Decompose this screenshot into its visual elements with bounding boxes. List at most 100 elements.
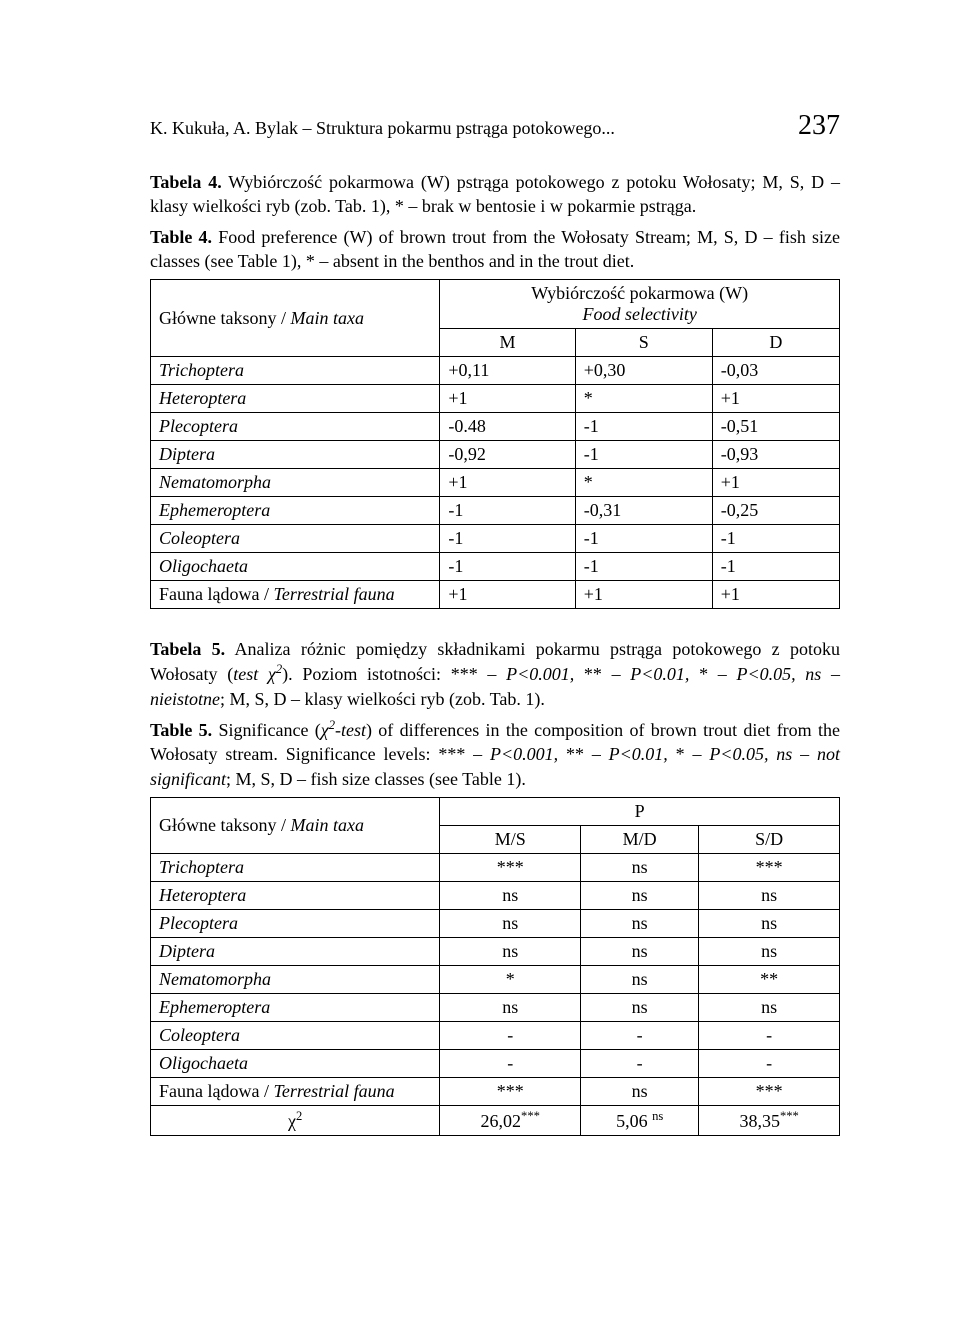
value-cell: -0.48: [440, 413, 575, 441]
table-row: Coleoptera-1-1-1: [151, 525, 840, 553]
value-cell: ns: [581, 993, 699, 1021]
value-cell: +1: [440, 469, 575, 497]
taxon-cell: Coleoptera: [151, 525, 440, 553]
table-row: Nematomorpha+1*+1: [151, 469, 840, 497]
table-row: Heteropteransnsns: [151, 881, 840, 909]
value-cell: ***: [699, 1077, 840, 1105]
running-header: K. Kukuła, A. Bylak – Struktura pokarmu …: [150, 110, 840, 142]
value-cell: -: [581, 1021, 699, 1049]
value-cell: -0,92: [440, 441, 575, 469]
table-row: Oligochaeta---: [151, 1049, 840, 1077]
value-cell: -: [699, 1049, 840, 1077]
value-cell: **: [699, 965, 840, 993]
taxon-cell: Diptera: [151, 441, 440, 469]
table5-chi-row: χ2 26,02*** 5,06 ns 38,35***: [151, 1105, 840, 1135]
value-cell: ns: [440, 937, 581, 965]
value-cell: ns: [581, 965, 699, 993]
table4-col-d: D: [712, 329, 839, 357]
taxon-cell: Heteroptera: [151, 881, 440, 909]
value-cell: -1: [440, 525, 575, 553]
value-cell: ns: [581, 881, 699, 909]
value-cell: -: [440, 1049, 581, 1077]
table4-col-s: S: [575, 329, 712, 357]
value-cell: +1: [712, 385, 839, 413]
table-row: Ephemeroptera-1-0,31-0,25: [151, 497, 840, 525]
table-row: Trichoptera***ns***: [151, 853, 840, 881]
table-row: Dipteransnsns: [151, 937, 840, 965]
value-cell: ns: [440, 909, 581, 937]
table-row: Plecopteransnsns: [151, 909, 840, 937]
table-row: Heteroptera+1*+1: [151, 385, 840, 413]
taxon-cell: Oligochaeta: [151, 1049, 440, 1077]
table-row: Coleoptera---: [151, 1021, 840, 1049]
value-cell: *: [575, 469, 712, 497]
table-row: Nematomorpha*ns**: [151, 965, 840, 993]
value-cell: -1: [575, 413, 712, 441]
value-cell: -: [581, 1049, 699, 1077]
table5-label-pl: Tabela 5.: [150, 639, 225, 659]
table-row: Plecoptera-0.48-1-0,51: [151, 413, 840, 441]
taxon-cell: Fauna lądowa / Terrestrial fauna: [151, 1077, 440, 1105]
table5-col-ms: M/S: [440, 825, 581, 853]
value-cell: -1: [575, 525, 712, 553]
taxon-cell: Trichoptera: [151, 853, 440, 881]
table5-rowhead: Główne taksony / Main taxa: [151, 797, 440, 853]
value-cell: ns: [581, 909, 699, 937]
taxon-cell: Plecoptera: [151, 909, 440, 937]
value-cell: -1: [712, 525, 839, 553]
value-cell: -: [440, 1021, 581, 1049]
table5-col-sd: S/D: [699, 825, 840, 853]
value-cell: +0,30: [575, 357, 712, 385]
value-cell: ns: [440, 881, 581, 909]
taxon-cell: Plecoptera: [151, 413, 440, 441]
value-cell: -1: [575, 553, 712, 581]
value-cell: +1: [440, 581, 575, 609]
taxon-cell: Nematomorpha: [151, 965, 440, 993]
taxon-cell: Fauna lądowa / Terrestrial fauna: [151, 581, 440, 609]
table-row: Trichoptera+0,11+0,30-0,03: [151, 357, 840, 385]
value-cell: ***: [440, 1077, 581, 1105]
chi-label: χ2: [151, 1105, 440, 1135]
value-cell: +0,11: [440, 357, 575, 385]
value-cell: -1: [440, 553, 575, 581]
table4-col-m: M: [440, 329, 575, 357]
table5-label-en: Table 5.: [150, 720, 212, 740]
table4-colgroup: Wybiórczość pokarmowa (W) Food selectivi…: [440, 280, 840, 329]
table4-text-en: Food preference (W) of brown trout from …: [150, 227, 840, 271]
value-cell: ns: [699, 937, 840, 965]
taxon-cell: Ephemeroptera: [151, 993, 440, 1021]
taxon-cell: Ephemeroptera: [151, 497, 440, 525]
value-cell: -0,93: [712, 441, 839, 469]
value-cell: -: [699, 1021, 840, 1049]
value-cell: ***: [440, 853, 581, 881]
page-number: 237: [798, 110, 840, 142]
table4: Główne taksony / Main taxa Wybiórczość p…: [150, 279, 840, 609]
table4-caption-en: Table 4. Food preference (W) of brown tr…: [150, 225, 840, 274]
value-cell: ns: [699, 881, 840, 909]
taxon-cell: Coleoptera: [151, 1021, 440, 1049]
taxon-cell: Trichoptera: [151, 357, 440, 385]
table-row: Ephemeropteransnsns: [151, 993, 840, 1021]
table5-p-label: P: [440, 797, 840, 825]
value-cell: ns: [581, 1077, 699, 1105]
value-cell: ns: [440, 993, 581, 1021]
value-cell: ns: [699, 909, 840, 937]
value-cell: ***: [699, 853, 840, 881]
table5-caption-pl: Tabela 5. Analiza różnic pomiędzy składn…: [150, 637, 840, 711]
table4-rowhead: Główne taksony / Main taxa: [151, 280, 440, 357]
table4-label-pl: Tabela 4.: [150, 172, 222, 192]
table-row: Diptera-0,92-1-0,93: [151, 441, 840, 469]
value-cell: *: [575, 385, 712, 413]
table5-caption-en: Table 5. Significance (χ2-test) of diffe…: [150, 717, 840, 791]
value-cell: -1: [575, 441, 712, 469]
table4-caption-pl: Tabela 4. Wybiórczość pokarmowa (W) pstr…: [150, 170, 840, 219]
table4-label-en: Table 4.: [150, 227, 212, 247]
value-cell: -0,25: [712, 497, 839, 525]
taxon-cell: Heteroptera: [151, 385, 440, 413]
chi-val-md: 5,06 ns: [581, 1105, 699, 1135]
table-row: Fauna lądowa / Terrestrial fauna+1+1+1: [151, 581, 840, 609]
taxon-cell: Diptera: [151, 937, 440, 965]
value-cell: *: [440, 965, 581, 993]
value-cell: ns: [581, 853, 699, 881]
value-cell: -0,03: [712, 357, 839, 385]
